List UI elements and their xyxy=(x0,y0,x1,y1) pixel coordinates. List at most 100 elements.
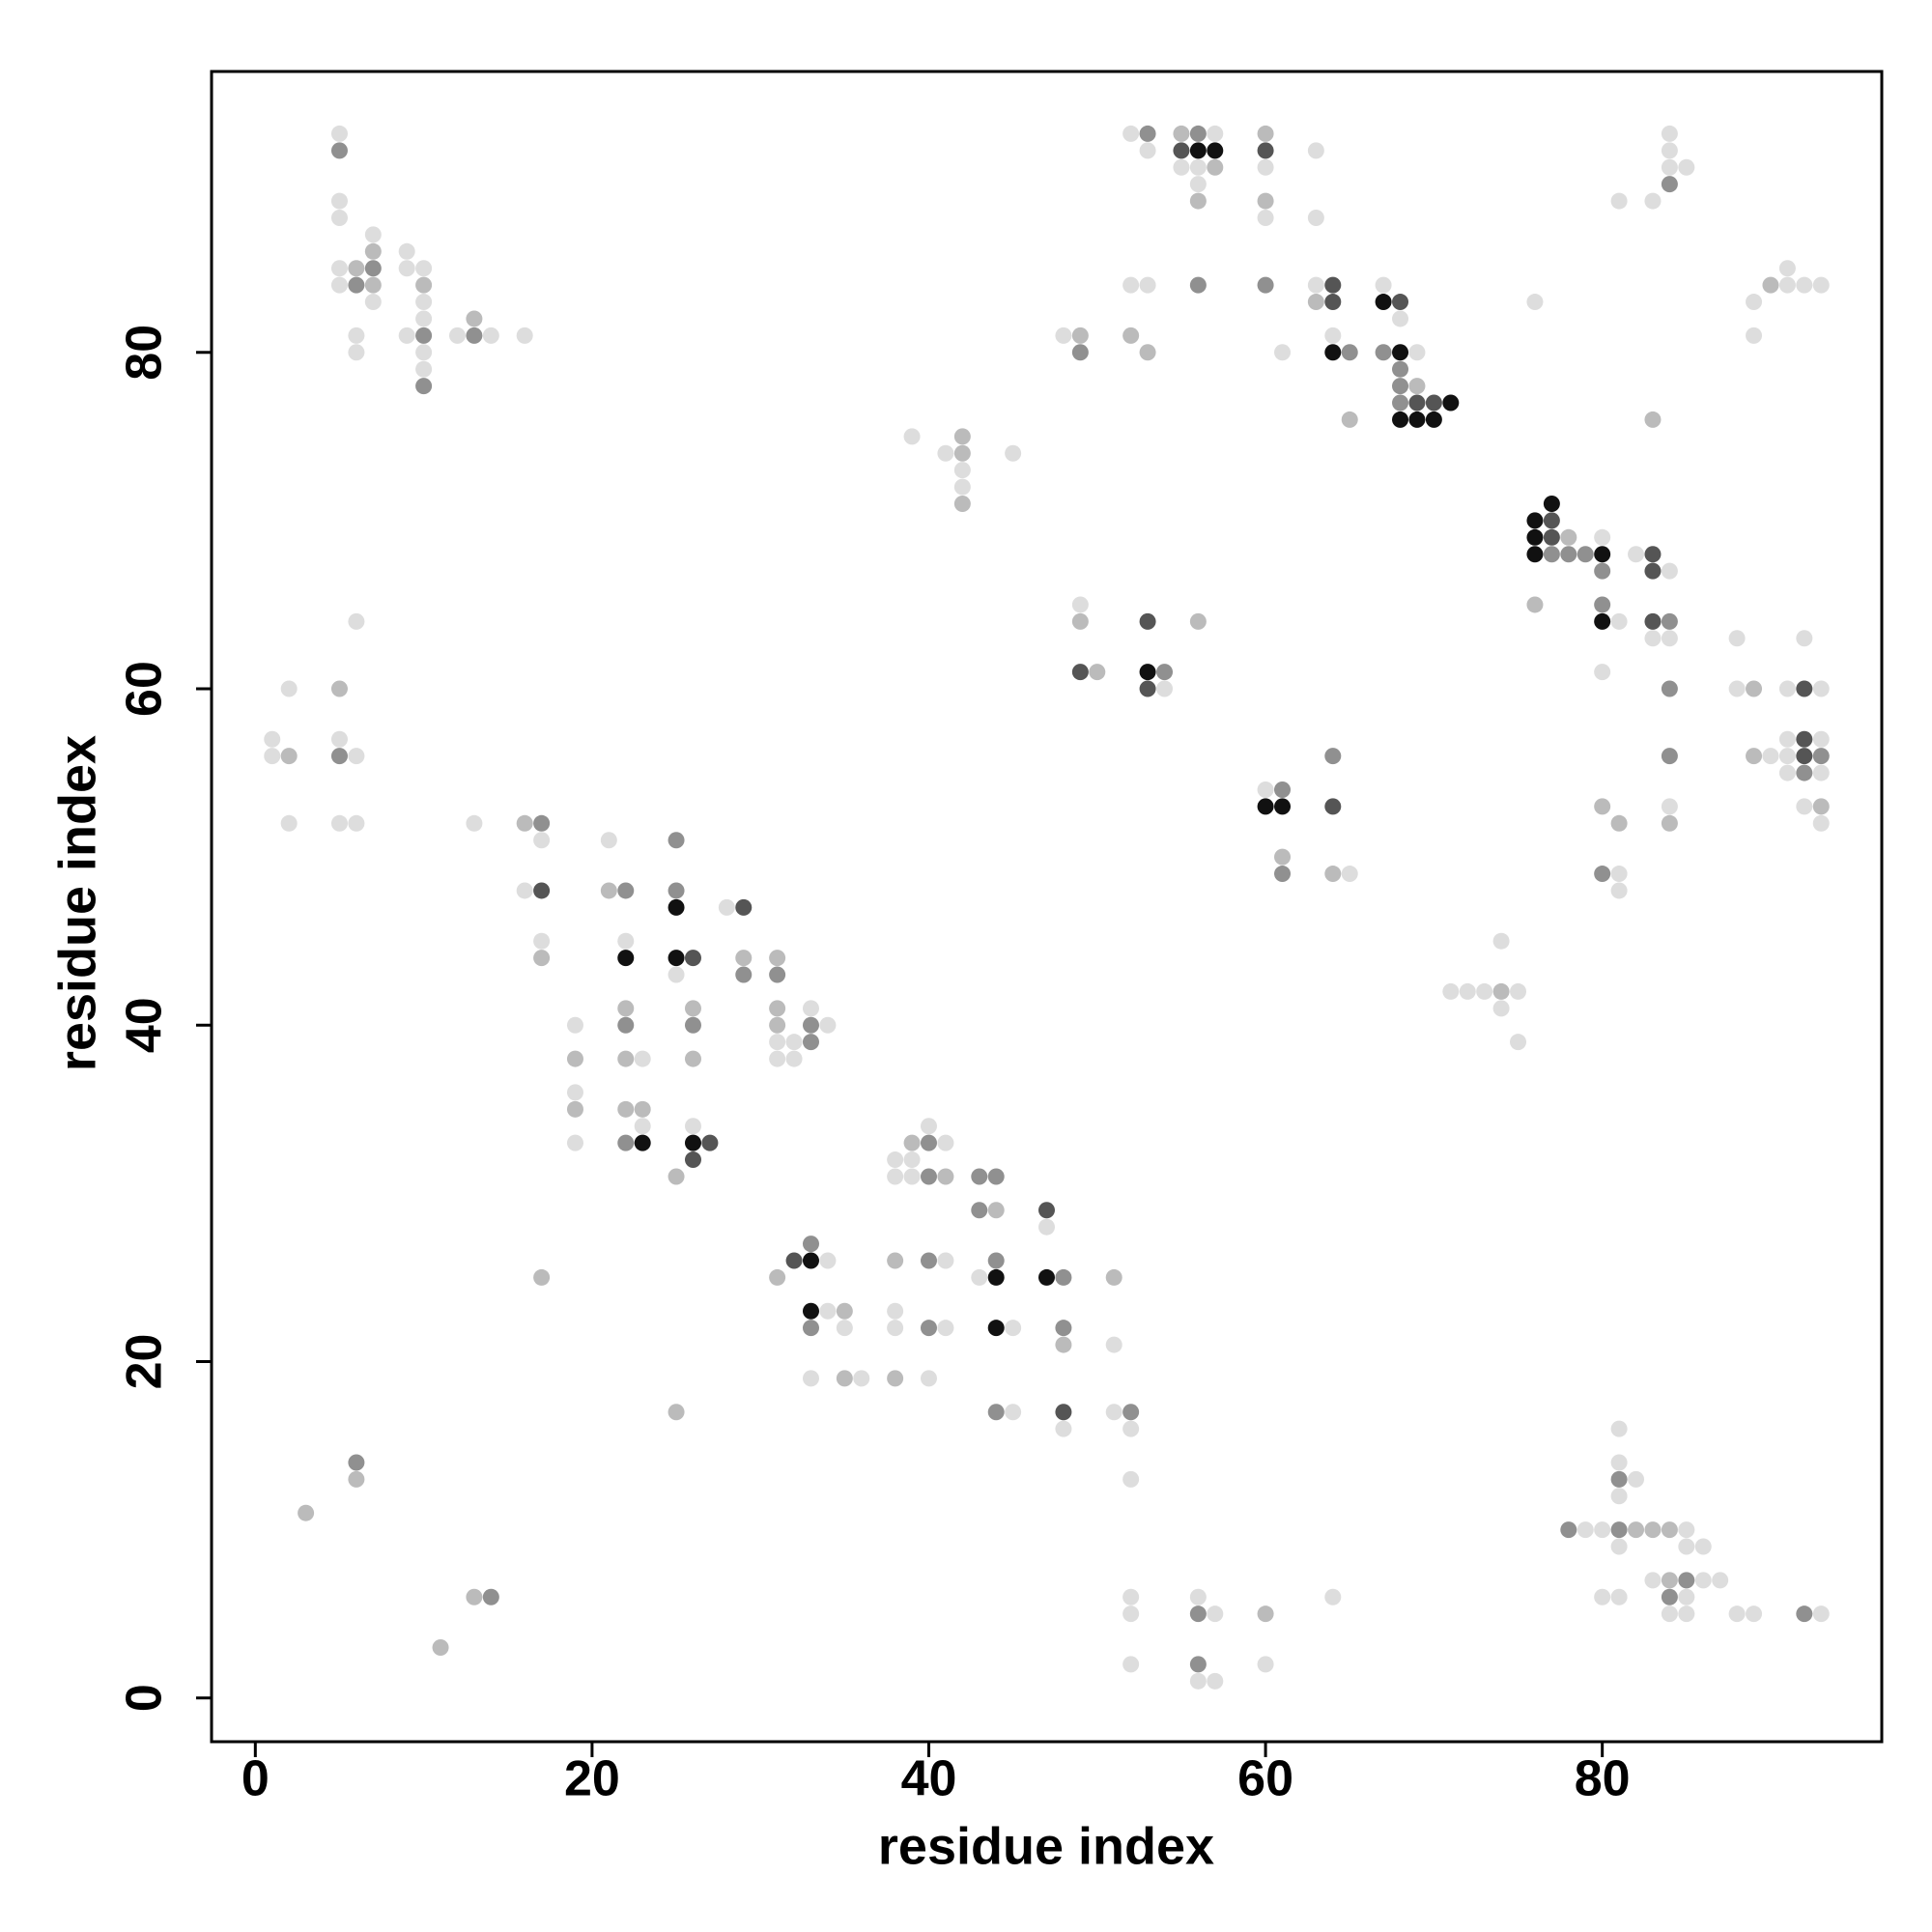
point xyxy=(953,478,971,496)
point xyxy=(1610,1538,1628,1555)
point xyxy=(769,1050,786,1067)
point xyxy=(1628,546,1645,563)
point xyxy=(1055,1336,1072,1353)
point xyxy=(1071,596,1089,613)
point xyxy=(1594,866,1611,883)
point xyxy=(953,495,971,512)
point xyxy=(1442,982,1460,1000)
point xyxy=(903,1168,921,1185)
point xyxy=(330,730,348,748)
point xyxy=(1173,125,1190,142)
point xyxy=(566,1016,583,1034)
point xyxy=(802,1320,819,1337)
point xyxy=(668,966,685,983)
point xyxy=(1307,209,1324,226)
point xyxy=(330,142,348,159)
point xyxy=(953,462,971,479)
point xyxy=(364,226,382,243)
point xyxy=(1341,411,1358,428)
x-tick-label: 40 xyxy=(901,1751,957,1807)
point xyxy=(1628,1521,1645,1539)
point xyxy=(887,1168,904,1185)
point xyxy=(1812,814,1830,832)
point xyxy=(1408,411,1426,428)
point xyxy=(769,1034,786,1051)
point xyxy=(1005,1320,1022,1337)
point xyxy=(920,1134,937,1151)
point xyxy=(684,1016,701,1034)
point xyxy=(1139,344,1156,361)
point xyxy=(684,1151,701,1169)
point xyxy=(1071,612,1089,630)
point xyxy=(1594,664,1611,681)
point xyxy=(566,1084,583,1101)
point xyxy=(1005,444,1022,462)
point xyxy=(1105,1268,1122,1286)
point xyxy=(364,260,382,277)
point xyxy=(364,294,382,311)
point xyxy=(1257,798,1274,815)
point xyxy=(1661,612,1678,630)
point xyxy=(1055,327,1072,344)
plot-frame xyxy=(210,70,1884,1744)
point xyxy=(364,276,382,294)
point xyxy=(1778,748,1796,765)
point xyxy=(1392,378,1409,395)
point xyxy=(348,814,365,832)
point xyxy=(1492,982,1510,1000)
point xyxy=(971,1268,988,1286)
point xyxy=(1746,1605,1763,1623)
point xyxy=(617,1100,635,1118)
point xyxy=(1324,327,1342,344)
point xyxy=(1762,276,1779,294)
point xyxy=(1105,1336,1122,1353)
point xyxy=(1812,730,1830,748)
point xyxy=(1189,125,1207,142)
point xyxy=(330,680,348,697)
point xyxy=(1442,394,1460,412)
point xyxy=(1324,748,1342,765)
point xyxy=(668,898,685,916)
point xyxy=(348,1454,365,1471)
point xyxy=(1728,1605,1746,1623)
point xyxy=(1207,142,1224,159)
y-tick-label: 40 xyxy=(117,997,173,1053)
point xyxy=(802,1236,819,1253)
point xyxy=(802,1016,819,1034)
point xyxy=(1746,327,1763,344)
point xyxy=(1610,814,1628,832)
point xyxy=(1189,612,1207,630)
point xyxy=(330,209,348,226)
point xyxy=(987,1252,1005,1269)
point xyxy=(1644,546,1662,563)
point xyxy=(1610,1470,1628,1488)
point xyxy=(432,1638,449,1656)
point xyxy=(1661,1605,1678,1623)
point xyxy=(1122,276,1140,294)
point xyxy=(887,1302,904,1320)
point xyxy=(971,1168,988,1185)
point xyxy=(769,1016,786,1034)
point xyxy=(482,1588,499,1605)
point xyxy=(348,1470,365,1488)
point xyxy=(1796,680,1813,697)
point xyxy=(836,1302,853,1320)
point xyxy=(1712,1572,1729,1589)
point xyxy=(415,276,433,294)
point xyxy=(701,1134,719,1151)
point xyxy=(1307,276,1324,294)
point xyxy=(1173,158,1190,176)
point xyxy=(617,950,635,967)
point xyxy=(1324,866,1342,883)
point xyxy=(348,344,365,361)
point xyxy=(1796,748,1813,765)
point xyxy=(769,950,786,967)
point xyxy=(735,966,753,983)
point xyxy=(1610,1454,1628,1471)
point xyxy=(1510,1034,1527,1051)
point xyxy=(668,832,685,849)
point xyxy=(634,1050,651,1067)
point xyxy=(398,242,415,260)
point xyxy=(769,1268,786,1286)
point xyxy=(330,125,348,142)
